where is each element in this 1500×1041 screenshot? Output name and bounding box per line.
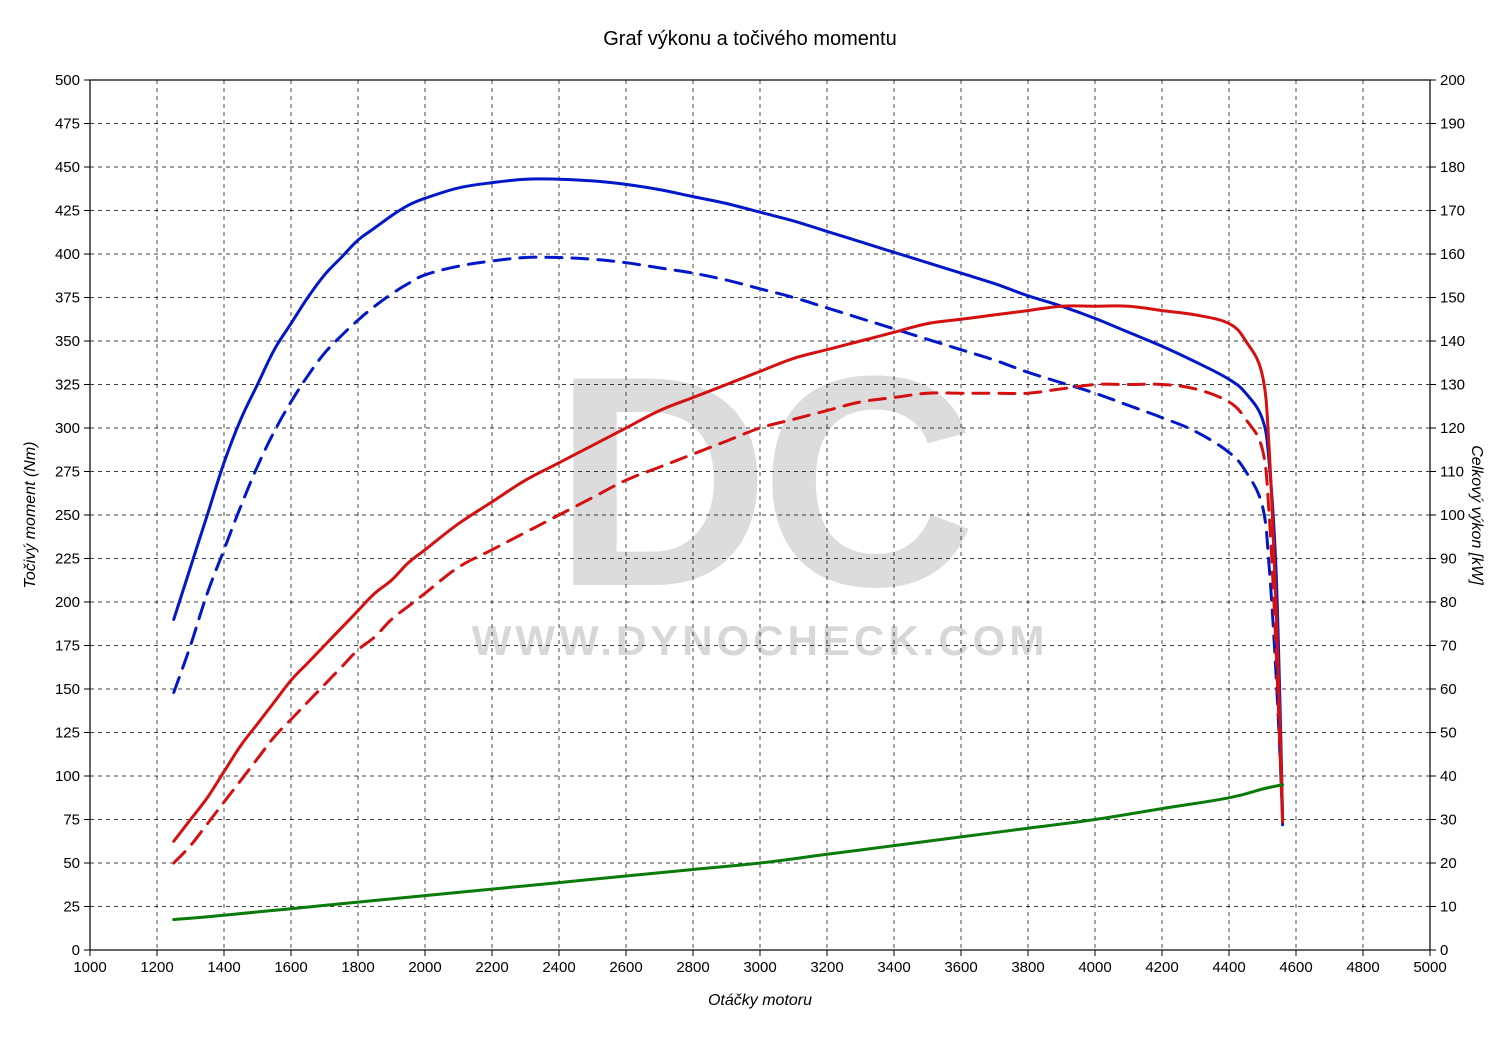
chart-title: Graf výkonu a točivého momentu: [603, 28, 896, 50]
y-right-tick-label: 80: [1440, 594, 1457, 611]
y-left-axis-title: Točivý moment (Nm): [22, 442, 39, 589]
y-left-tick-label: 325: [55, 377, 80, 394]
y-left-tick-label: 75: [63, 812, 80, 829]
y-right-tick-label: 40: [1440, 768, 1457, 785]
y-right-tick-label: 110: [1440, 464, 1464, 481]
y-right-tick-label: 140: [1440, 333, 1465, 350]
y-right-tick-label: 150: [1440, 290, 1465, 307]
grid: [90, 80, 1430, 950]
y-left-tick-label: 375: [55, 290, 80, 307]
y-right-tick-label: 130: [1440, 377, 1465, 394]
y-right-tick-label: 50: [1440, 725, 1457, 742]
y-right-tick-label: 170: [1440, 203, 1465, 220]
x-tick-label: 1800: [341, 959, 374, 976]
y-right-tick-label: 200: [1440, 72, 1465, 89]
y-left-tick-label: 500: [55, 72, 80, 89]
y-left-tick-label: 475: [55, 116, 80, 133]
y-right-tick-label: 30: [1440, 812, 1457, 829]
x-tick-label: 1000: [73, 959, 106, 976]
y-left-tick-label: 125: [55, 725, 80, 742]
y-left-tick-label: 250: [55, 507, 80, 524]
y-left-tick-label: 175: [55, 638, 80, 655]
y-right-tick-label: 10: [1440, 899, 1457, 916]
y-left-tick-label: 450: [55, 159, 80, 176]
y-left-tick-label: 400: [55, 246, 80, 263]
y-left-tick-label: 300: [55, 420, 80, 437]
y-right-axis-title: Celkový výkon [kW]: [1468, 445, 1485, 585]
y-left-tick-label: 0: [72, 942, 80, 959]
dyno-chart: DCWWW.DYNOCHECK.COM100012001400160018002…: [0, 0, 1500, 1041]
x-tick-label: 2800: [676, 959, 709, 976]
y-left-tick-label: 150: [55, 681, 80, 698]
y-left-tick-label: 200: [55, 594, 80, 611]
x-tick-label: 4400: [1212, 959, 1245, 976]
y-right-tick-label: 180: [1440, 159, 1465, 176]
y-right-tick-label: 20: [1440, 855, 1457, 872]
y-left-tick-label: 225: [55, 551, 80, 568]
x-tick-label: 3800: [1011, 959, 1044, 976]
y-right-tick-label: 190: [1440, 116, 1465, 133]
y-left-tick-label: 275: [55, 464, 80, 481]
x-tick-label: 1400: [207, 959, 240, 976]
y-right-tick-label: 100: [1440, 507, 1465, 524]
x-tick-label: 2000: [408, 959, 441, 976]
y-left-tick-label: 100: [55, 768, 80, 785]
chart-svg: DCWWW.DYNOCHECK.COM100012001400160018002…: [0, 0, 1500, 1041]
x-tick-label: 3000: [743, 959, 776, 976]
y-left-tick-label: 425: [55, 203, 80, 220]
x-tick-label: 3600: [944, 959, 977, 976]
x-tick-label: 4600: [1279, 959, 1312, 976]
y-right-tick-label: 90: [1440, 551, 1457, 568]
x-tick-label: 4800: [1346, 959, 1379, 976]
x-tick-label: 3200: [810, 959, 843, 976]
x-tick-label: 3400: [877, 959, 910, 976]
x-tick-label: 5000: [1413, 959, 1446, 976]
x-tick-label: 4200: [1145, 959, 1178, 976]
y-right-tick-label: 160: [1440, 246, 1465, 263]
y-right-tick-label: 60: [1440, 681, 1457, 698]
y-right-tick-label: 70: [1440, 638, 1457, 655]
x-axis-title: Otáčky motoru: [708, 992, 812, 1009]
x-tick-label: 1600: [274, 959, 307, 976]
y-left-tick-label: 25: [63, 899, 80, 916]
x-tick-label: 4000: [1078, 959, 1111, 976]
x-tick-label: 2200: [475, 959, 508, 976]
y-right-tick-label: 120: [1440, 420, 1465, 437]
x-tick-label: 2400: [542, 959, 575, 976]
x-tick-label: 1200: [140, 959, 173, 976]
y-left-tick-label: 350: [55, 333, 80, 350]
y-left-tick-label: 50: [63, 855, 80, 872]
y-right-tick-label: 0: [1440, 942, 1448, 959]
x-tick-label: 2600: [609, 959, 642, 976]
svg-text:DC: DC: [553, 313, 971, 649]
